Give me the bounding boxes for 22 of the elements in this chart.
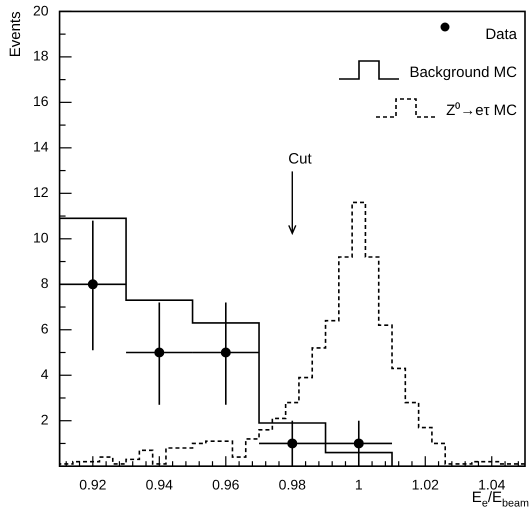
x-tick-label: 0.92 [79, 476, 107, 492]
legend-label: Z⁰→eτ MC [446, 101, 517, 120]
x-tick-label: 0.98 [278, 476, 306, 492]
legend-label: Background MC [409, 64, 517, 82]
x-tick-label: 1.04 [478, 476, 506, 492]
legend-label: Data [485, 26, 517, 44]
y-tick-label: 8 [40, 275, 49, 292]
y-tick-label: 10 [32, 230, 49, 246]
x-tick-label: 0.94 [146, 476, 174, 492]
y-tick-label: 6 [40, 320, 49, 337]
x-tick-label: 0.96 [212, 476, 240, 492]
x-tick-label: 1.02 [412, 476, 440, 492]
annotation: Cut [288, 150, 312, 168]
y-tick-label: 2 [40, 412, 49, 428]
y-tick-label: 20 [32, 2, 49, 18]
y-tick-label: 18 [32, 48, 49, 64]
y-tick-label: 12 [32, 184, 49, 200]
y-tick-label: 4 [40, 366, 49, 382]
y-tick-label: 16 [32, 93, 49, 110]
x-tick-label: 1 [354, 476, 363, 492]
y-tick-label: 14 [32, 138, 49, 155]
y-axis-title: Events [7, 11, 24, 58]
